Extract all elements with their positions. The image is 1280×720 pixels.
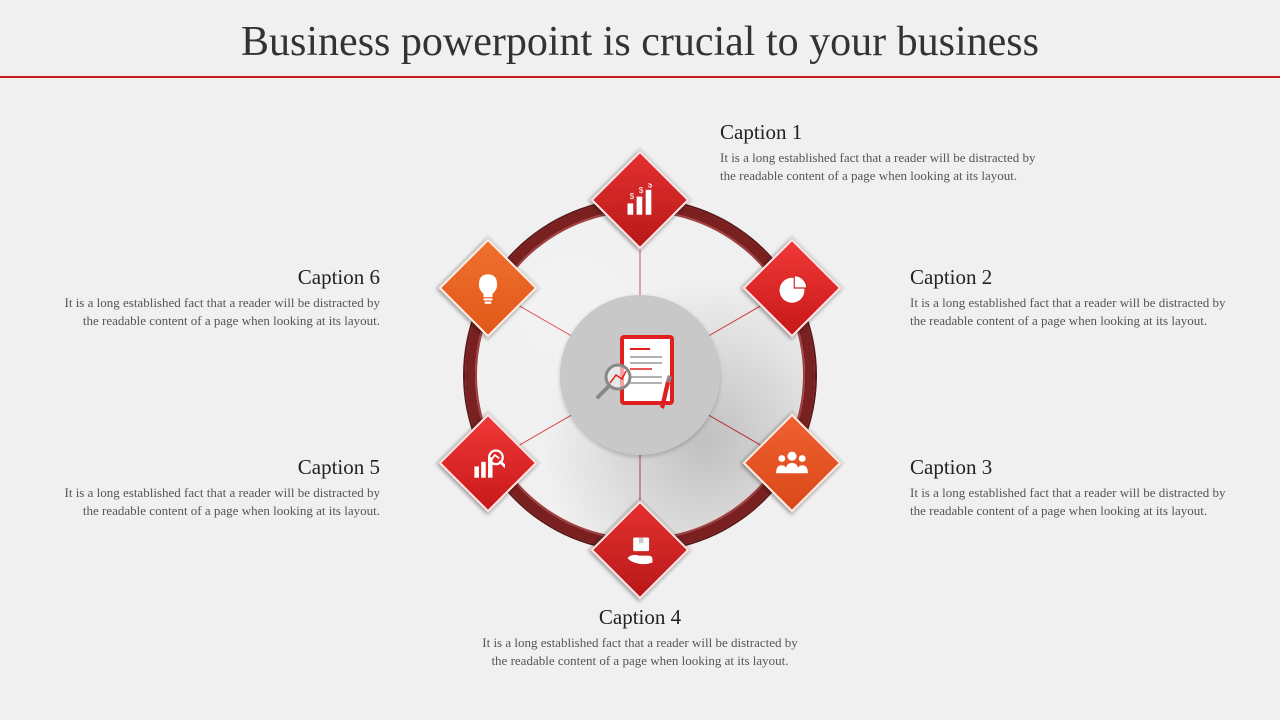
caption-title: Caption 3 [910,455,1240,480]
caption-3: Caption 3 It is a long established fact t… [910,455,1240,519]
document-magnifier-icon [590,325,690,425]
box-hand-icon [607,517,673,583]
caption-title: Caption 5 [50,455,380,480]
chart-magnifier-icon [455,430,521,496]
caption-5: Caption 5 It is a long established fact t… [50,455,380,519]
page-title: Business powerpoint is crucial to your b… [0,0,1280,76]
caption-title: Caption 2 [910,265,1240,290]
caption-title: Caption 6 [50,265,380,290]
pie-chart-icon [759,255,825,321]
lightbulb-icon [455,255,521,321]
caption-1: Caption 1 It is a long established fact t… [720,120,1050,184]
caption-title: Caption 4 [475,605,805,630]
caption-6: Caption 6 It is a long established fact t… [50,265,380,329]
center-circle [560,295,720,455]
caption-body: It is a long established fact that a rea… [910,484,1240,519]
caption-2: Caption 2 It is a long established fact t… [910,265,1240,329]
caption-4: Caption 4 It is a long established fact t… [475,605,805,669]
caption-body: It is a long established fact that a rea… [475,634,805,669]
caption-body: It is a long established fact that a rea… [720,149,1050,184]
caption-body: It is a long established fact that a rea… [50,484,380,519]
people-icon [759,430,825,496]
title-underline [0,76,1280,78]
caption-title: Caption 1 [720,120,1050,145]
bar-chart-dollar-icon [607,167,673,233]
radial-diagram: Caption 1 It is a long established fact t… [0,85,1280,720]
caption-body: It is a long established fact that a rea… [50,294,380,329]
caption-body: It is a long established fact that a rea… [910,294,1240,329]
